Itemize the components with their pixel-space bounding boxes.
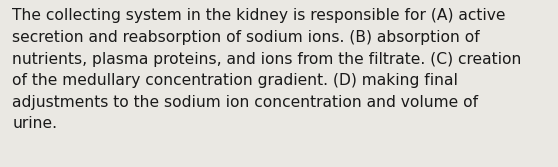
Text: The collecting system in the kidney is responsible for (A) active
secretion and : The collecting system in the kidney is r… (12, 8, 522, 131)
